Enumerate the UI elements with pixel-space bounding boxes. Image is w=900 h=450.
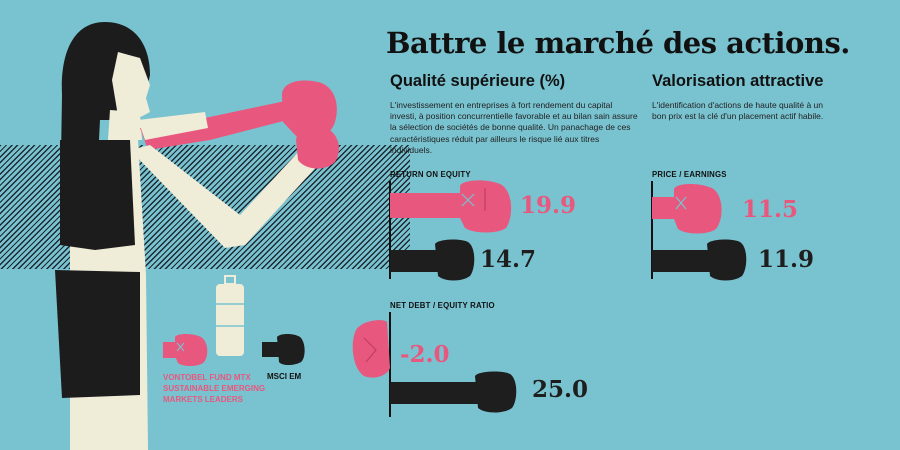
debt-label: NET DEBT / EQUITY RATIO (390, 301, 495, 310)
quality-description: L'investissement en entreprises à fort r… (390, 100, 638, 155)
legend-index-label: MSCI EM (267, 372, 302, 381)
valuation-description: L'identification d'actions de haute qual… (652, 100, 824, 122)
pe-index-fist-icon (652, 239, 747, 281)
valuation-heading: Valorisation attractive (652, 72, 824, 90)
pe-label: PRICE / EARNINGS (652, 170, 727, 179)
legend-fund-label: VONTOBEL FUND MTX SUSTAINABLE EMERGING M… (163, 373, 266, 404)
legend-index-fist-icon (262, 334, 305, 365)
debt-fund-value: -2.0 (400, 341, 450, 368)
legend-fund-glove-icon (163, 334, 208, 366)
roe-fund-glove-icon (390, 180, 512, 233)
roe-index-fist-icon (390, 239, 475, 281)
roe-label: RETURN ON EQUITY (390, 170, 471, 179)
debt-axis (389, 312, 391, 417)
debt-fund-glove-icon (352, 320, 390, 378)
roe-axis (389, 181, 391, 279)
pe-fund-glove-icon (652, 183, 722, 234)
headline: Battre le marché des actions. (386, 26, 850, 60)
debt-index-fist-icon (390, 371, 517, 413)
pe-index-value: 11.9 (758, 246, 815, 273)
quality-heading: Qualité supérieure (%) (390, 72, 566, 90)
roe-fund-value: 19.9 (520, 192, 577, 219)
roe-index-value: 14.7 (480, 246, 537, 273)
pe-axis (651, 181, 653, 279)
debt-index-value: 25.0 (532, 376, 589, 403)
pe-fund-value: 11.5 (742, 196, 799, 223)
punching-bag-icon (216, 275, 244, 356)
